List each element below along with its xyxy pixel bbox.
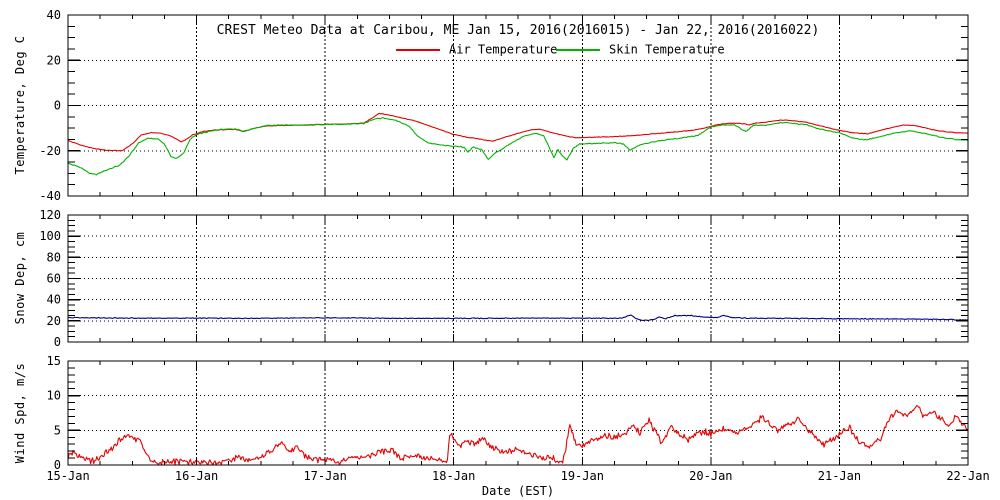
y-tick-label: 80 <box>47 250 61 264</box>
air-temperature-line-swatch <box>396 48 440 51</box>
x-tick-label: 22-Jan <box>946 469 990 483</box>
x-tick-label: 21-Jan <box>817 469 862 483</box>
x-tick-label: 20-Jan <box>689 469 733 483</box>
y-tick-label: 20 <box>47 53 61 67</box>
y-tick-label: 100 <box>39 229 61 243</box>
wind-speed-line <box>67 405 969 466</box>
y-tick-label: -20 <box>39 144 61 158</box>
legend-item-air-temperature: Air Temperature <box>396 42 557 57</box>
y-axis-title-temperature: Temperature, Deg C <box>13 35 27 175</box>
y-tick-label: 10 <box>47 389 61 403</box>
skin-temperature-line <box>67 117 969 176</box>
x-tick-label: 15-Jan <box>46 469 90 483</box>
chart-title: CREST Meteo Data at Caribou, ME Jan 15, … <box>216 23 820 38</box>
y-tick-label: 0 <box>54 335 61 349</box>
y-tick-label: 20 <box>47 314 61 328</box>
y-tick-label: 0 <box>54 458 61 472</box>
legend-item-skin-temperature: Skin Temperature <box>556 42 725 57</box>
legend-label-skin-temperature: Skin Temperature <box>609 42 725 57</box>
y-tick-label: 120 <box>39 208 61 222</box>
y-axis-title-snow-depth: Snow Dep, cm <box>13 231 27 325</box>
y-tick-label: 40 <box>47 8 61 22</box>
snow-depth-line <box>67 314 969 321</box>
y-tick-label: 15 <box>47 354 61 368</box>
legend-label-air-temperature: Air Temperature <box>449 42 558 57</box>
x-tick-label: 19-Jan <box>560 469 604 483</box>
y-tick-label: 0 <box>54 99 61 113</box>
y-tick-label: 40 <box>47 293 61 307</box>
skin-temperature-line-swatch <box>556 48 600 51</box>
y-tick-label: 5 <box>54 423 61 437</box>
y-tick-label: 60 <box>47 272 61 286</box>
y-axis-title-wind-speed: Wind Spd, m/s <box>13 362 27 464</box>
x-tick-label: 17-Jan <box>303 469 347 483</box>
y-tick-label: -40 <box>39 189 61 203</box>
x-tick-label: 16-Jan <box>174 469 219 483</box>
x-axis-title: Date (EST) <box>481 484 555 498</box>
x-tick-label: 18-Jan <box>432 469 476 483</box>
